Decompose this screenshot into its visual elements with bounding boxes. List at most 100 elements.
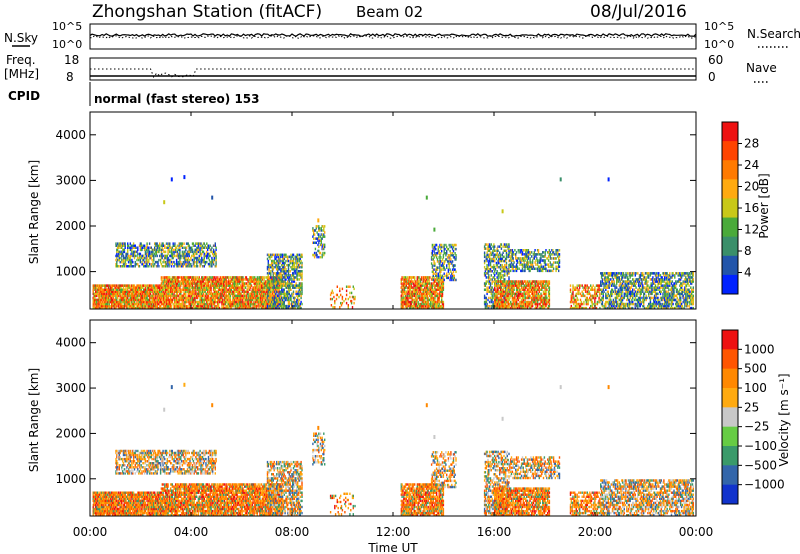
heatmap-cell [191,248,194,252]
heatmap-cell [148,292,151,296]
heatmap-cell [262,294,264,298]
heatmap-cell [294,284,296,287]
heatmap-cell [226,280,228,283]
heatmap-cell [176,290,179,293]
heatmap-cell [431,294,434,298]
heatmap-cell [212,302,215,306]
heatmap-cell [228,276,230,279]
heatmap-cell [148,252,150,256]
heatmap-cell [244,302,246,306]
heatmap-cell [436,288,439,291]
heatmap-cell [159,298,161,302]
heatmap-cell [277,300,280,304]
heatmap-cell [231,304,233,308]
heatmap-cell [276,268,278,271]
heatmap-cell [176,294,179,298]
heatmap-cell [132,242,135,245]
heatmap-cell [191,284,194,287]
heatmap-cell [228,288,230,291]
heatmap-cell [454,252,456,255]
heatmap-cell [435,294,438,298]
heatmap-cell [112,290,115,293]
heatmap-cell [139,298,142,302]
heatmap-cell [419,284,421,287]
heatmap-cell [111,292,114,296]
heatmap-cell [106,302,109,306]
heatmap-cell [154,248,157,252]
heatmap-cell [455,278,457,282]
heatmap-cell [268,288,270,291]
heatmap-cell [213,306,216,310]
heatmap-cell [408,278,410,281]
heatmap-cell [176,262,179,266]
heatmap-cell [118,256,120,260]
heatmap-cell [292,306,295,310]
heatmap-cell [298,284,301,287]
heatmap-cell [150,300,152,304]
heatmap-cell [196,292,198,296]
heatmap-cell [135,290,137,293]
heatmap-cell [188,284,190,287]
heatmap-cell [296,274,298,277]
heatmap-cell [179,298,181,302]
heatmap-cell [99,304,101,308]
heatmap-cell [216,300,218,304]
heatmap-cell [313,237,315,240]
heatmap-cell [204,294,206,298]
heatmap-cell [188,250,190,254]
heatmap-cell [257,282,259,285]
heatmap-cell [249,300,252,304]
heatmap-cell [124,260,126,264]
heatmap-cell [299,292,301,296]
heatmap-cell [106,294,109,298]
heatmap-cell [254,280,256,283]
heatmap-cell [178,276,180,279]
heatmap-cell [271,298,274,302]
heatmap-cell [277,278,280,281]
heatmap-cell [217,300,219,304]
heatmap-cell [203,265,205,268]
heatmap-cell [260,286,263,289]
heatmap-cell [245,304,248,308]
heatmap-cell [271,265,273,269]
heatmap-cell [146,250,148,254]
heatmap-cell [141,300,143,304]
heatmap-cell [141,254,143,258]
heatmap-cell [242,304,244,308]
heatmap-cell [286,255,288,259]
heatmap-cell [175,296,178,300]
heatmap-cell [287,296,289,300]
heatmap-cell [288,255,290,259]
heatmap-cell [225,300,227,304]
heatmap-cell [163,284,165,287]
heatmap-cell [129,294,131,298]
heatmap-cell [215,300,217,304]
heatmap-cell [183,288,185,291]
heatmap-cell [173,265,175,268]
heatmap-cell [141,244,143,247]
heatmap-cell [119,296,121,300]
heatmap-cell [334,306,336,309]
heatmap-cell [267,292,269,296]
heatmap-cell [234,296,237,300]
heatmap-cell [194,248,196,252]
heatmap-cell [151,254,153,258]
heatmap-cell [121,246,123,249]
heatmap-cell [101,302,104,306]
heatmap-cell [169,292,171,296]
heatmap-cell [402,290,404,293]
heatmap-cell [283,288,285,291]
heatmap-cell [188,298,190,302]
heatmap-cell [109,306,111,310]
heatmap-cell [430,284,432,287]
heatmap-cell [263,292,265,296]
heatmap-cell [262,284,264,287]
heatmap-cell [178,244,180,247]
heatmap-cell [437,284,439,287]
heatmap-cell [403,288,406,291]
heatmap-cell [199,262,201,266]
heatmap-cell [238,300,240,304]
heatmap-cell [184,282,186,285]
heatmap-cell [232,286,234,289]
